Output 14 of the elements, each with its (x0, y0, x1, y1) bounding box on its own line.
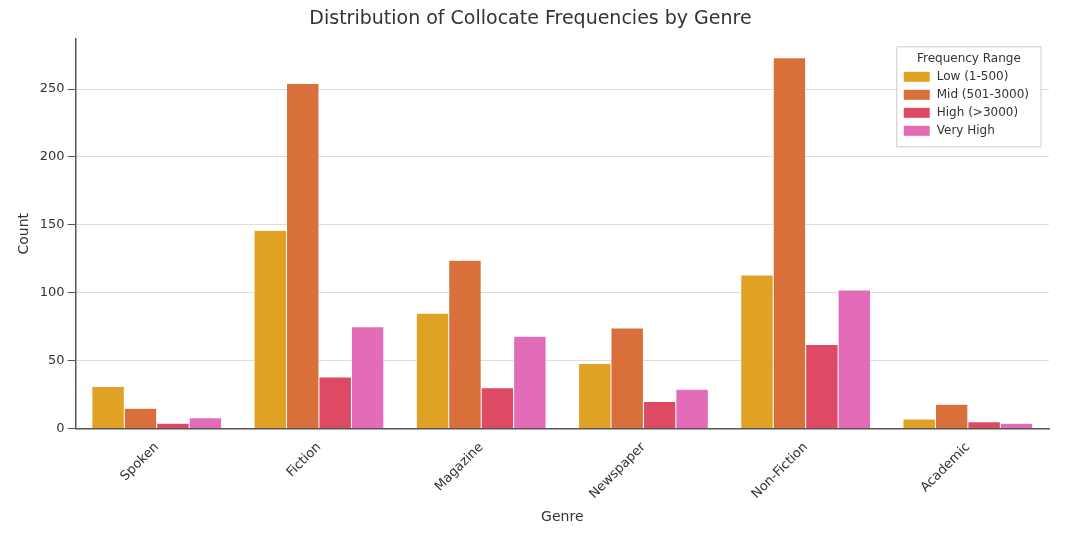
y-tick-label: 250 (39, 80, 65, 96)
legend-label: High (>3000) (936, 104, 1019, 119)
y-axis-title: Count (15, 212, 32, 255)
y-tick-label: 150 (39, 216, 65, 232)
legend-label: Low (1-500) (936, 68, 1009, 83)
legend-label: Very High (936, 122, 995, 137)
chart-title: Distribution of Collocate Frequencies by Genre (309, 6, 752, 29)
y-tick-label: 200 (39, 148, 65, 164)
y-tick-label: 100 (39, 284, 65, 300)
x-axis-title: Genre (541, 508, 584, 525)
legend-label: Mid (501-3000) (936, 86, 1030, 101)
y-tick-label: 50 (48, 352, 65, 368)
y-tick-label: 0 (56, 419, 65, 435)
legend-title: Frequency Range (916, 50, 1021, 65)
